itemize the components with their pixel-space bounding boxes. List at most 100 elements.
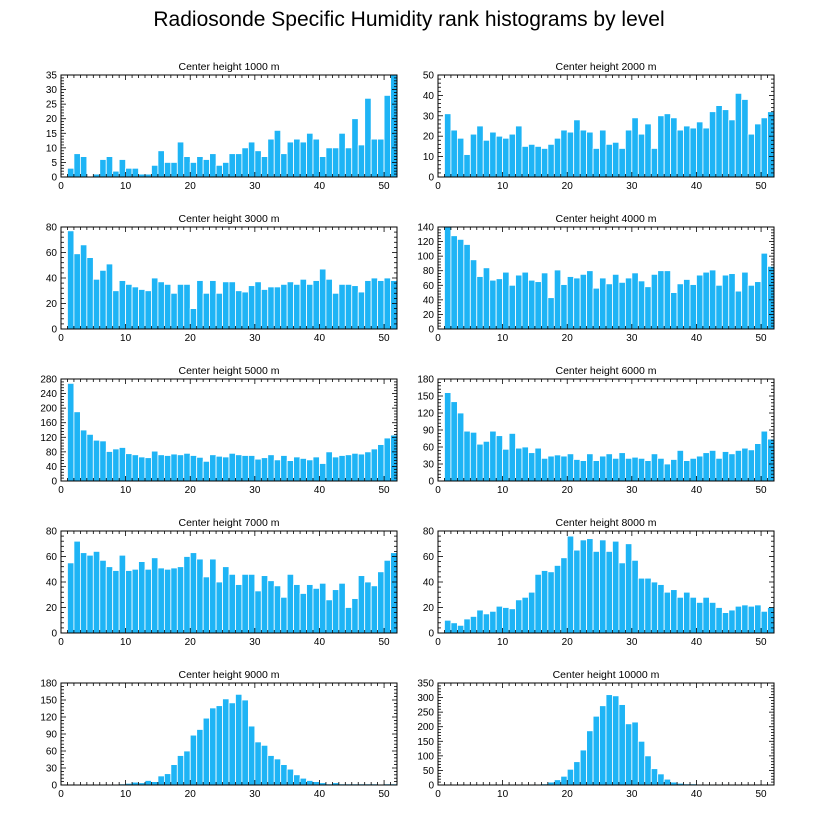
histogram-bar [176,283,185,330]
histogram-bar [73,540,81,634]
x-tick-label: 20 [185,789,197,800]
y-tick-label: 280 [40,375,57,386]
histogram-bar [631,721,639,786]
histogram-bar [528,143,536,178]
histogram-bar [489,610,497,634]
histogram-bar [67,230,75,330]
y-tick-label: 30 [423,111,435,122]
histogram-bar [73,253,81,330]
histogram-bar [734,605,743,634]
histogram-bar [364,451,372,482]
panel-title: Center height 3000 m [179,213,280,225]
histogram-bar [163,455,172,482]
y-tick-label: 40 [423,578,435,589]
x-tick-label: 0 [435,637,441,648]
histogram-bar [715,105,723,178]
histogram-bar [312,280,320,330]
histogram-bar [357,453,366,482]
histogram-bar [319,156,327,178]
x-tick-label: 40 [314,485,326,496]
histogram-bar [99,559,107,634]
histogram-bar [637,133,646,178]
histogram-bar [157,150,165,178]
histogram-bar [767,607,775,634]
histogram-bar [176,566,185,634]
y-tick-label: 0 [51,781,57,792]
y-tick-label: 0 [51,173,57,184]
histogram-bar [189,162,198,178]
histogram-panel: Center height 4000 m 0 10 20 30 40 50 0 20 40 60 80… [417,213,775,344]
histogram-bar [689,457,697,482]
x-tick-label: 10 [497,181,509,192]
y-tick-label: 20 [423,310,435,321]
histogram-bar [586,538,594,634]
histogram-bar [553,779,562,786]
histogram-bar [728,119,736,178]
histogram-bar [444,226,452,330]
histogram-panel: Center height 9000 m 0 10 20 30 40 50 0 30 60 90 12… [40,669,398,800]
y-tick-label: 350 [417,679,434,690]
x-tick-label: 30 [249,789,261,800]
histogram-bar [260,744,269,786]
histogram-bar [170,764,178,786]
histogram-bar [482,267,491,330]
histogram-bar [637,457,646,482]
histogram-bar [696,121,704,178]
histogram-bar [351,598,359,634]
histogram-bar [502,448,510,482]
histogram-bar [286,141,295,178]
histogram-bar [247,141,256,178]
histogram-bar [241,147,249,178]
histogram-bar [456,137,465,178]
histogram-bar [344,283,353,330]
histogram-bar [364,581,372,634]
histogram-bar [592,551,600,634]
histogram-bar [273,286,282,330]
histogram-bar [715,457,723,482]
histogram-bar [612,457,620,482]
histogram-bar [702,452,710,482]
x-tick-label: 30 [626,333,638,344]
x-tick-label: 10 [120,181,132,192]
histogram-bar [383,437,391,482]
x-tick-label: 30 [249,637,261,648]
x-tick-label: 50 [379,789,391,800]
histogram-bar [138,561,146,634]
histogram-bar [151,781,159,786]
x-tick-label: 20 [185,485,197,496]
y-tick-label: 60 [423,281,435,292]
histogram-bar [383,95,391,178]
histogram-bar [157,281,165,330]
histogram-bar [299,141,307,178]
histogram-bar [131,454,139,482]
histogram-panel: Center height 7000 m 0 10 20 30 40 50 0 20 40 60 80 [46,517,398,648]
histogram-bar [476,125,484,178]
y-tick-label: 0 [428,629,434,640]
histogram-bar [482,613,491,634]
histogram-bar [637,740,646,786]
histogram-bar [637,280,646,330]
histogram-bar [631,117,639,178]
x-tick-label: 20 [562,181,574,192]
histogram-bar [663,113,672,178]
y-tick-label: 10 [46,143,58,154]
histogram-bar [228,153,236,178]
histogram-bar [760,117,768,178]
panel-title: Center height 4000 m [556,213,657,225]
histogram-bar [92,439,101,482]
histogram-bar [715,607,723,634]
x-tick-label: 10 [497,333,509,344]
histogram-bar [444,392,452,482]
y-tick-label: 15 [46,129,58,140]
y-tick-label: 5 [51,158,57,169]
histogram-bar [670,459,678,482]
histogram-bar [502,271,510,330]
y-tick-label: 50 [423,766,435,777]
histogram-bar [105,263,114,330]
histogram-bar [125,283,133,330]
histogram-bar [267,755,275,786]
histogram-bar [176,755,185,786]
histogram-bar [267,580,275,634]
histogram-bar [86,257,94,330]
histogram-bar [708,449,717,482]
